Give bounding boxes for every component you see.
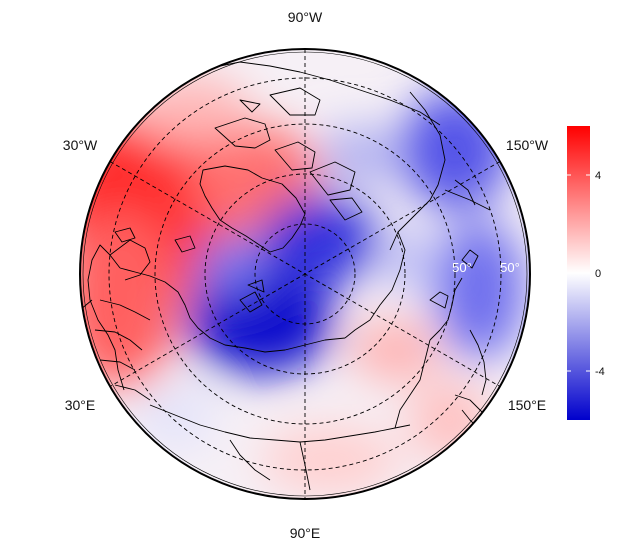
label-90e: 90°E [290,525,321,541]
coastlines [80,61,491,491]
map-border [79,48,531,500]
greenland-outline [199,165,306,253]
colorbar-tick-label: 4 [595,170,601,182]
label-150e: 150°E [508,397,546,413]
central-asia-warm-region [260,425,400,495]
label-150w: 150°W [506,137,549,153]
latitude-circle-60 [154,123,456,425]
label-30w: 30°W [63,137,98,153]
colorbar-tick-label: 0 [595,268,601,280]
colorbar: 4 0 -4 [567,126,605,420]
meridian-150 [109,161,501,387]
interior-label-2: 50° [500,260,520,275]
colorbar-gradient [567,126,590,420]
arctic-ocean-cold-region [260,195,380,285]
north-pacific-cold-region [435,220,525,360]
anomaly-field [80,49,530,499]
label-30e: 30°E [65,397,96,413]
latitude-circle-50 [108,77,502,471]
interior-label-1: 50° [452,260,472,275]
east-asia-warm-region [350,320,440,380]
label-90w: 90°W [288,9,323,25]
graticule [108,49,502,499]
colorbar-tick-label: -4 [595,366,605,378]
